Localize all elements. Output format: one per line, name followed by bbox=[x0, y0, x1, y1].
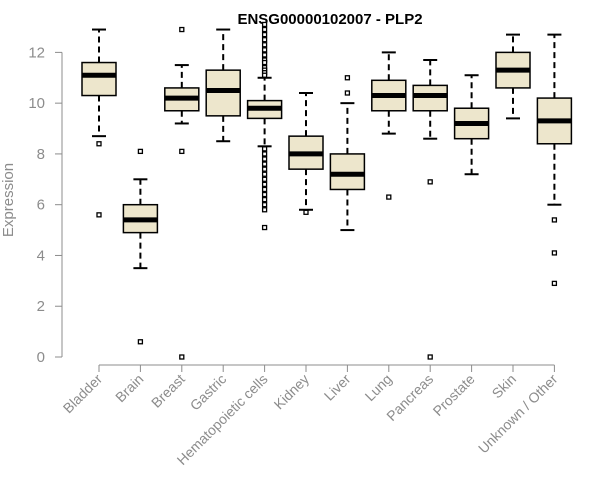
box-liver bbox=[329, 75, 366, 232]
outlier-point bbox=[261, 166, 268, 172]
y-tick-label: 6 bbox=[37, 197, 45, 214]
outlier-point bbox=[261, 42, 268, 48]
x-tick-label: Kidney bbox=[271, 371, 313, 413]
iqr-box bbox=[329, 153, 366, 191]
x-tick-label: Brain bbox=[112, 371, 146, 405]
outlier-point bbox=[261, 191, 268, 198]
outlier-point bbox=[303, 209, 309, 215]
x-tick-label: Unknown / Other bbox=[475, 371, 561, 457]
outlier-point bbox=[261, 202, 268, 208]
outlier-point bbox=[261, 186, 268, 193]
y-tick-label: 8 bbox=[37, 146, 45, 163]
y-axis-label: Expression bbox=[0, 163, 17, 237]
outlier-point bbox=[261, 196, 268, 203]
outlier-point bbox=[551, 280, 558, 287]
box-kidney bbox=[288, 92, 324, 215]
outlier-point bbox=[261, 224, 268, 231]
x-tick-label: Liver bbox=[321, 371, 354, 404]
outlier-point bbox=[261, 151, 268, 157]
iqr-box bbox=[81, 61, 117, 97]
outlier-point bbox=[179, 354, 185, 360]
outlier-point bbox=[261, 52, 268, 58]
x-tick-label: Bladder bbox=[60, 371, 106, 417]
box-gastric bbox=[205, 28, 241, 143]
outlier-point bbox=[96, 212, 102, 218]
outlier-point bbox=[179, 26, 185, 33]
box-hematopoietic-cells bbox=[246, 21, 283, 231]
iqr-box bbox=[412, 84, 448, 112]
y-tick-label: 12 bbox=[28, 44, 45, 61]
iqr-box bbox=[205, 69, 241, 117]
box-skin bbox=[495, 33, 531, 120]
y-axis: 0 2 4 6 8 10 12 bbox=[28, 44, 63, 366]
outlier-point bbox=[261, 161, 268, 167]
x-tick-label: Lung bbox=[362, 371, 395, 404]
x-tick-label: Prostate bbox=[430, 371, 478, 419]
outlier-point bbox=[96, 141, 102, 147]
box-pancreas bbox=[412, 59, 448, 360]
outlier-point bbox=[261, 26, 268, 33]
outlier-point bbox=[261, 176, 268, 182]
outlier-point bbox=[261, 47, 268, 53]
outlier-point bbox=[261, 181, 268, 188]
outlier-point bbox=[551, 217, 558, 223]
y-tick-label: 4 bbox=[37, 247, 45, 264]
outlier-point bbox=[344, 90, 351, 96]
y-tick-label: 10 bbox=[28, 95, 45, 112]
y-tick-label: 2 bbox=[37, 298, 45, 315]
outlier-point bbox=[261, 171, 268, 177]
outlier-point bbox=[261, 146, 268, 152]
outlier-point bbox=[261, 21, 268, 28]
outlier-point bbox=[261, 59, 268, 66]
outlier-point bbox=[386, 194, 392, 200]
outlier-point bbox=[344, 75, 351, 81]
box-unknown-other bbox=[536, 33, 573, 287]
outlier-point bbox=[427, 179, 433, 185]
outlier-point bbox=[261, 72, 268, 78]
outlier-point bbox=[137, 339, 144, 345]
box-bladder bbox=[81, 28, 117, 218]
box-breast bbox=[164, 26, 200, 360]
box-lung bbox=[371, 51, 407, 200]
outlier-point bbox=[427, 354, 433, 360]
x-tick-label: Breast bbox=[148, 371, 188, 411]
outlier-point bbox=[261, 207, 268, 213]
box-prostate bbox=[453, 74, 490, 176]
outlier-point bbox=[137, 148, 144, 155]
outlier-point bbox=[261, 31, 268, 38]
outlier-point bbox=[551, 250, 558, 256]
box-brain bbox=[122, 148, 159, 345]
y-tick-label: 0 bbox=[37, 349, 45, 366]
x-tick-label: Skin bbox=[489, 371, 520, 402]
chart-title: ENSG00000102007 - PLP2 bbox=[237, 11, 422, 28]
outlier-point bbox=[261, 156, 268, 162]
outlier-point bbox=[261, 37, 268, 43]
plot-area bbox=[81, 21, 573, 360]
outlier-point bbox=[179, 148, 185, 155]
